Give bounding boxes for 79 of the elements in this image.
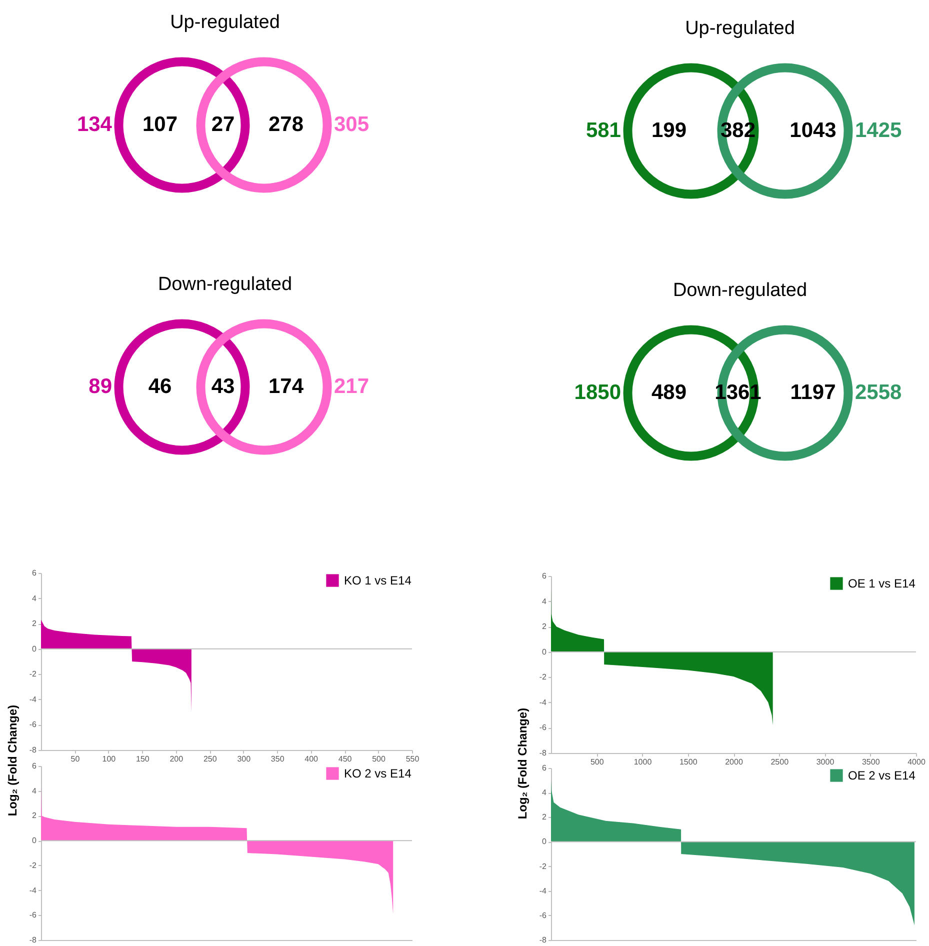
x-tick-label: 550 <box>406 754 420 764</box>
data-label: 2558 <box>855 381 902 404</box>
y-tick-label: -6 <box>539 910 548 920</box>
y-tick-label: -2 <box>539 862 548 871</box>
y-tick-label: -6 <box>29 910 38 920</box>
x-tick-label: 450 <box>338 754 352 764</box>
data-label: 217 <box>334 375 370 398</box>
x-tick-label: 3500 <box>862 758 880 766</box>
y-tick-label: 6 <box>32 568 38 578</box>
text: 199 <box>651 119 687 142</box>
y-axis-title: Log₂ (Fold Change) <box>5 704 20 816</box>
y-tick-label: 4 <box>32 786 38 796</box>
y-tick-label: 0 <box>32 836 38 846</box>
y-tick-label: 6 <box>542 764 548 772</box>
y-tick-label: -2 <box>29 670 38 679</box>
y-tick-label: -4 <box>539 698 548 707</box>
x-tick-label: 150 <box>136 754 150 764</box>
x-tick-label: 200 <box>170 754 184 764</box>
data-label: 1425 <box>855 119 902 142</box>
y-tick-label: -8 <box>539 936 548 944</box>
text: Up-regulated <box>170 12 280 33</box>
x-tick-label: 1000 <box>634 758 652 766</box>
y-tick-label: 6 <box>542 572 548 580</box>
y-tick-label: -8 <box>539 748 548 758</box>
y-tick-label: -8 <box>29 746 38 754</box>
y-tick-label: 4 <box>32 594 38 603</box>
y-tick-label: 4 <box>542 788 548 798</box>
legend-label: KO 2 vs E14 <box>344 766 412 780</box>
text: Up-regulated <box>685 18 795 39</box>
text: 278 <box>268 113 304 136</box>
y-tick-label: 2 <box>32 811 38 820</box>
y-tick-label: -4 <box>29 886 38 895</box>
text: 489 <box>651 381 687 404</box>
text: 27 <box>211 113 235 136</box>
y-tick-label: 2 <box>32 619 38 628</box>
x-tick-label: 2000 <box>725 758 744 766</box>
text: 46 <box>148 375 172 398</box>
x-tick-label: 3000 <box>816 758 835 766</box>
y-tick-label: 2 <box>542 812 548 822</box>
data-label: 581 <box>586 119 622 142</box>
y-tick-label: -2 <box>539 672 548 682</box>
y-tick-label: -6 <box>539 723 548 732</box>
y-tick-label: -4 <box>29 694 38 704</box>
text: Down-regulated <box>672 280 808 301</box>
text: 1043 <box>790 119 836 142</box>
x-tick-label: 50 <box>70 754 80 764</box>
y-tick-label: 2 <box>542 622 548 632</box>
text: 107 <box>142 113 178 136</box>
y-tick-label: 0 <box>542 647 548 656</box>
legend-label: OE 1 vs E14 <box>848 576 916 590</box>
y-axis-title: Log₂ (Fold Change) <box>515 708 530 820</box>
data-label: 89 <box>88 375 112 398</box>
y-tick-label: 6 <box>32 762 38 770</box>
x-tick-label: 400 <box>304 754 319 764</box>
y-tick-label: 0 <box>32 644 38 654</box>
data-label: 1850 <box>574 381 621 404</box>
y-tick-label: 4 <box>542 596 548 606</box>
x-tick-label: 250 <box>203 754 218 764</box>
data-label: 305 <box>334 113 370 136</box>
legend-label: OE 2 vs E14 <box>848 768 916 782</box>
data-label: 134 <box>76 113 112 136</box>
y-tick-label: -8 <box>29 936 38 944</box>
text: 1197 <box>790 381 836 404</box>
legend-label: KO 1 vs E14 <box>344 574 412 588</box>
x-tick-label: 500 <box>590 758 604 766</box>
x-tick-label: 4000 <box>908 758 926 766</box>
y-tick-label: -4 <box>539 886 548 896</box>
x-tick-label: 350 <box>270 754 285 764</box>
x-tick-label: 300 <box>237 754 252 764</box>
y-tick-label: -2 <box>29 860 38 870</box>
text: 174 <box>268 375 304 398</box>
x-tick-label: 100 <box>102 754 116 764</box>
x-tick-label: 1500 <box>679 758 698 766</box>
x-tick-label: 500 <box>372 754 386 764</box>
text: 43 <box>211 375 235 398</box>
text: Down-regulated <box>158 274 292 295</box>
y-tick-label: 0 <box>542 837 548 846</box>
y-tick-label: -6 <box>29 720 38 730</box>
x-tick-label: 2500 <box>770 758 790 766</box>
